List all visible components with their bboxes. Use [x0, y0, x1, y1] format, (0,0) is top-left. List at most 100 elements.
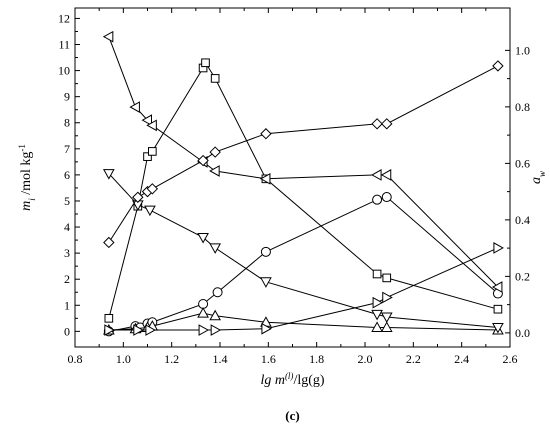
data-point-triangle-left — [371, 169, 382, 181]
series-line-diamond — [108, 65, 499, 243]
data-point-triangle-right — [372, 296, 384, 309]
data-point-triangle-right — [210, 324, 222, 336]
series-square — [104, 58, 503, 323]
data-point-diamond — [132, 191, 144, 203]
y-left-tick-label: 3 — [64, 246, 70, 260]
x-axis-title-main: lg m — [260, 373, 285, 388]
data-point-triangle-down — [144, 205, 156, 217]
data-point-triangle-down — [209, 243, 222, 254]
data-point-triangle-down — [380, 312, 393, 324]
series-line-triangle-up — [108, 312, 498, 331]
data-point-triangle-left — [129, 101, 140, 113]
y-right-tick-label: 0.0 — [515, 326, 530, 340]
data-point-triangle-down — [371, 309, 383, 321]
data-point-triangle-down — [102, 169, 115, 180]
x-axis-title: lg m(l)/lg(g) — [260, 371, 324, 388]
figure-caption: (c) — [285, 408, 299, 423]
series-line-square — [108, 61, 499, 319]
x-tick-label: 1.8 — [309, 352, 324, 366]
data-point-diamond — [381, 118, 393, 130]
y-left-tick-label: 0 — [64, 324, 70, 338]
y-left-tick-label: 10 — [58, 64, 70, 78]
data-point-circle — [381, 192, 392, 203]
y-left-tick-label: 9 — [64, 90, 70, 104]
x-tick-label: 2.6 — [503, 352, 518, 366]
data-point-diamond — [146, 183, 159, 195]
data-point-square — [382, 273, 392, 283]
series-triangle-down — [102, 169, 504, 334]
data-point-triangle-down — [492, 322, 504, 334]
series-diamond — [103, 60, 504, 249]
y-left-tick-label: 2 — [64, 272, 70, 286]
data-point-triangle-right — [382, 291, 393, 304]
y-axis-right-title: aw — [529, 171, 547, 184]
data-point-diamond — [209, 146, 221, 158]
y-left-tick-label: 4 — [64, 220, 70, 234]
data-point-triangle-left — [491, 281, 503, 293]
data-point-triangle-left — [259, 172, 271, 185]
data-point-triangle-down — [260, 277, 272, 288]
data-point-triangle-left — [380, 169, 392, 181]
y-axis-left-title: mi /mol kg-1 — [17, 144, 37, 211]
data-point-square — [372, 269, 382, 279]
x-axis-title-tail: /lg(g) — [293, 373, 324, 388]
x-tick-label: 2.2 — [406, 352, 421, 366]
data-point-triangle-left — [141, 114, 152, 126]
x-tick-label: 0.8 — [68, 352, 83, 366]
data-point-square — [201, 58, 210, 68]
y-axis-left-title-main: m — [19, 201, 34, 211]
x-tick-label: 1.0 — [116, 352, 131, 366]
x-tick-label: 1.2 — [164, 352, 179, 366]
data-point-triangle-right — [198, 324, 210, 336]
y-left-tick-label: 7 — [64, 142, 70, 156]
y-left-tick-label: 12 — [58, 11, 70, 25]
x-axis-title-superscript: (l) — [285, 371, 294, 381]
data-point-triangle-up — [371, 321, 383, 332]
plot-frame — [74, 7, 511, 348]
data-point-triangle-down — [197, 232, 209, 244]
series-circle — [103, 192, 503, 337]
y-right-tick-label: 0.2 — [515, 269, 530, 283]
y-right-tick-label: 0.6 — [515, 156, 530, 170]
data-point-diamond — [492, 60, 504, 72]
y-right-tick-label: 1.0 — [515, 43, 530, 57]
data-point-triangle-right — [493, 242, 504, 254]
y-left-tick-label: 8 — [64, 116, 70, 130]
tick-labels: 0.8 1.0 1.2 1.4 1.6 1.8 2.0 2.2 2.4 2.60123456789… — [58, 11, 530, 366]
data-point-triangle-right — [145, 324, 156, 336]
data-point-triangle-left — [209, 165, 220, 177]
y-right-tick-label: 0.8 — [515, 100, 530, 114]
data-point-circle — [212, 287, 223, 298]
data-point-diamond — [260, 128, 272, 140]
series-line-triangle-left — [108, 36, 499, 288]
y-left-tick-label: 5 — [64, 194, 70, 208]
series-line-circle — [108, 196, 499, 332]
y-left-tick-label: 1 — [64, 298, 70, 312]
data-point-diamond — [197, 154, 209, 167]
data-point-square — [143, 152, 152, 161]
data-point-triangle-up — [197, 307, 209, 318]
y-axis-right-title-main: a — [529, 177, 544, 184]
x-tick-label: 1.4 — [213, 352, 228, 366]
x-tick-label: 1.6 — [261, 352, 276, 366]
data-point-circle — [260, 246, 271, 257]
data-point-diamond — [103, 236, 115, 249]
data-point-square — [210, 74, 220, 83]
data-point-triangle-left — [146, 119, 157, 132]
y-axis-left-title-unit: /mol kg — [19, 152, 34, 199]
y-axis-right-title-subscript: w — [537, 171, 547, 177]
data-point-triangle-right — [133, 324, 144, 336]
y-right-tick-label: 0.4 — [515, 213, 530, 227]
data-point-triangle-right — [261, 322, 272, 335]
data-point-triangle-up — [380, 321, 393, 332]
data-point-circle — [372, 194, 383, 205]
data-point-square — [104, 313, 114, 323]
data-point-square — [148, 147, 157, 156]
y-left-tick-label: 11 — [58, 38, 70, 52]
data-point-square — [493, 304, 503, 314]
plot-series — [102, 30, 504, 337]
x-tick-label: 2.0 — [358, 352, 373, 366]
y-axis-left-title-superscript: -1 — [17, 144, 27, 152]
series-triangle-left — [102, 30, 503, 293]
